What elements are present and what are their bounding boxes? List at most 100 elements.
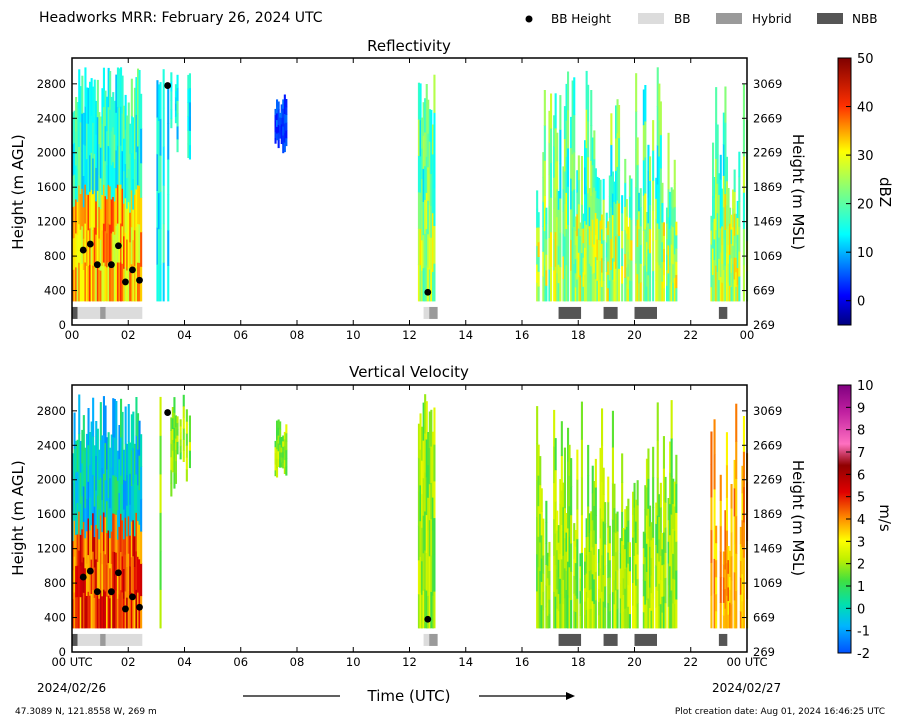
echo-cell — [667, 160, 670, 190]
echo-cell — [563, 235, 566, 269]
echo-cell — [99, 477, 102, 516]
echo-cell — [89, 562, 92, 596]
echo-cell — [179, 445, 182, 453]
echo-cell — [159, 435, 162, 475]
echo-cell — [562, 579, 565, 605]
echo-cell — [126, 474, 129, 506]
echo-cell — [587, 84, 590, 122]
echo-cell — [712, 248, 715, 275]
echo-cell — [110, 232, 113, 268]
echo-cell — [733, 213, 736, 236]
echo-cell — [282, 457, 285, 463]
echo-cell — [104, 442, 107, 481]
echo-cell — [722, 269, 725, 302]
echo-cell — [710, 431, 713, 465]
echo-cell — [170, 109, 173, 119]
echo-cell — [658, 561, 661, 584]
echo-cell — [78, 550, 81, 590]
echo-cell — [724, 86, 727, 123]
echo-cell — [662, 564, 665, 597]
echo-cell — [652, 240, 655, 272]
echo-cell — [174, 97, 177, 104]
echo-cell — [607, 527, 610, 553]
echo-cell — [666, 223, 669, 240]
echo-cell — [427, 595, 430, 629]
echo-cell — [587, 566, 590, 598]
echo-cell — [590, 125, 593, 161]
echo-cell — [627, 251, 630, 265]
echo-cell — [72, 175, 75, 208]
echo-cell — [607, 552, 610, 578]
bb-height-point — [107, 588, 115, 596]
echo-cell — [95, 421, 98, 456]
echo-cell — [594, 571, 597, 601]
echo-cell — [661, 580, 664, 597]
echo-cell — [89, 432, 92, 466]
echo-cell — [95, 455, 98, 491]
echo-cell — [659, 101, 662, 136]
echo-cell — [724, 608, 727, 629]
echo-cell — [101, 265, 104, 302]
echo-cell — [76, 234, 79, 269]
echo-cell — [72, 453, 75, 483]
echo-cell — [611, 519, 614, 556]
echo-cell — [421, 493, 424, 528]
echo-cell — [568, 444, 571, 476]
echo-cell — [741, 546, 744, 575]
echo-cell — [543, 160, 546, 196]
echo-cell — [112, 231, 115, 267]
echo-cell — [579, 578, 582, 592]
echo-cell — [630, 260, 633, 281]
echo-cell — [133, 535, 136, 567]
bb-class-segment — [634, 306, 657, 319]
echo-cell — [735, 213, 738, 229]
echo-cell — [597, 280, 600, 302]
echo-cell — [580, 180, 583, 205]
echo-cell — [735, 286, 738, 302]
echo-cell — [430, 555, 433, 592]
echo-cell — [90, 559, 93, 594]
echo-cell — [109, 477, 112, 509]
echo-cell — [580, 514, 583, 553]
y2-tick-label: 1869 — [753, 507, 782, 521]
echo-cell — [79, 86, 82, 123]
echo-cell — [645, 226, 648, 243]
bb-height-point — [79, 246, 87, 254]
echo-cell — [133, 158, 136, 195]
echo-cell — [427, 529, 430, 564]
echo-cell — [577, 203, 580, 229]
echo-cell — [733, 169, 736, 192]
echo-cell — [627, 276, 630, 289]
echo-cell — [565, 570, 568, 590]
echo-cell — [132, 519, 135, 557]
echo-cell — [577, 155, 580, 181]
echo-cell — [545, 285, 548, 302]
echo-cell — [280, 437, 283, 443]
echo-cell — [110, 96, 113, 132]
echo-cell — [82, 112, 85, 145]
echo-cell — [587, 475, 590, 507]
reflectivity-panel: Reflectivity 00 02 04 06 08 10 12 14 16 18 20 22 000… — [9, 37, 894, 342]
echo-cell — [596, 176, 599, 199]
echo-cell — [725, 156, 728, 182]
echo-cell — [667, 244, 670, 274]
echo-cell — [98, 143, 101, 176]
echo-cell — [421, 270, 424, 302]
echo-cell — [732, 208, 735, 228]
echo-cell — [635, 585, 638, 608]
echo-cell — [570, 147, 573, 179]
echo-cell — [625, 283, 628, 302]
echo-cell — [658, 538, 661, 562]
bb-height-point — [122, 605, 129, 613]
echo-cell — [624, 608, 627, 629]
echo-cell — [550, 231, 553, 267]
echo-cell — [428, 237, 431, 270]
echo-cell — [112, 398, 115, 437]
echo-cell — [729, 615, 732, 629]
echo-cell — [628, 175, 631, 197]
echo-cell — [282, 99, 285, 109]
echo-cell — [536, 480, 539, 518]
echo-cell — [587, 120, 590, 158]
echo-cell — [669, 503, 672, 536]
echo-cell — [171, 417, 174, 430]
